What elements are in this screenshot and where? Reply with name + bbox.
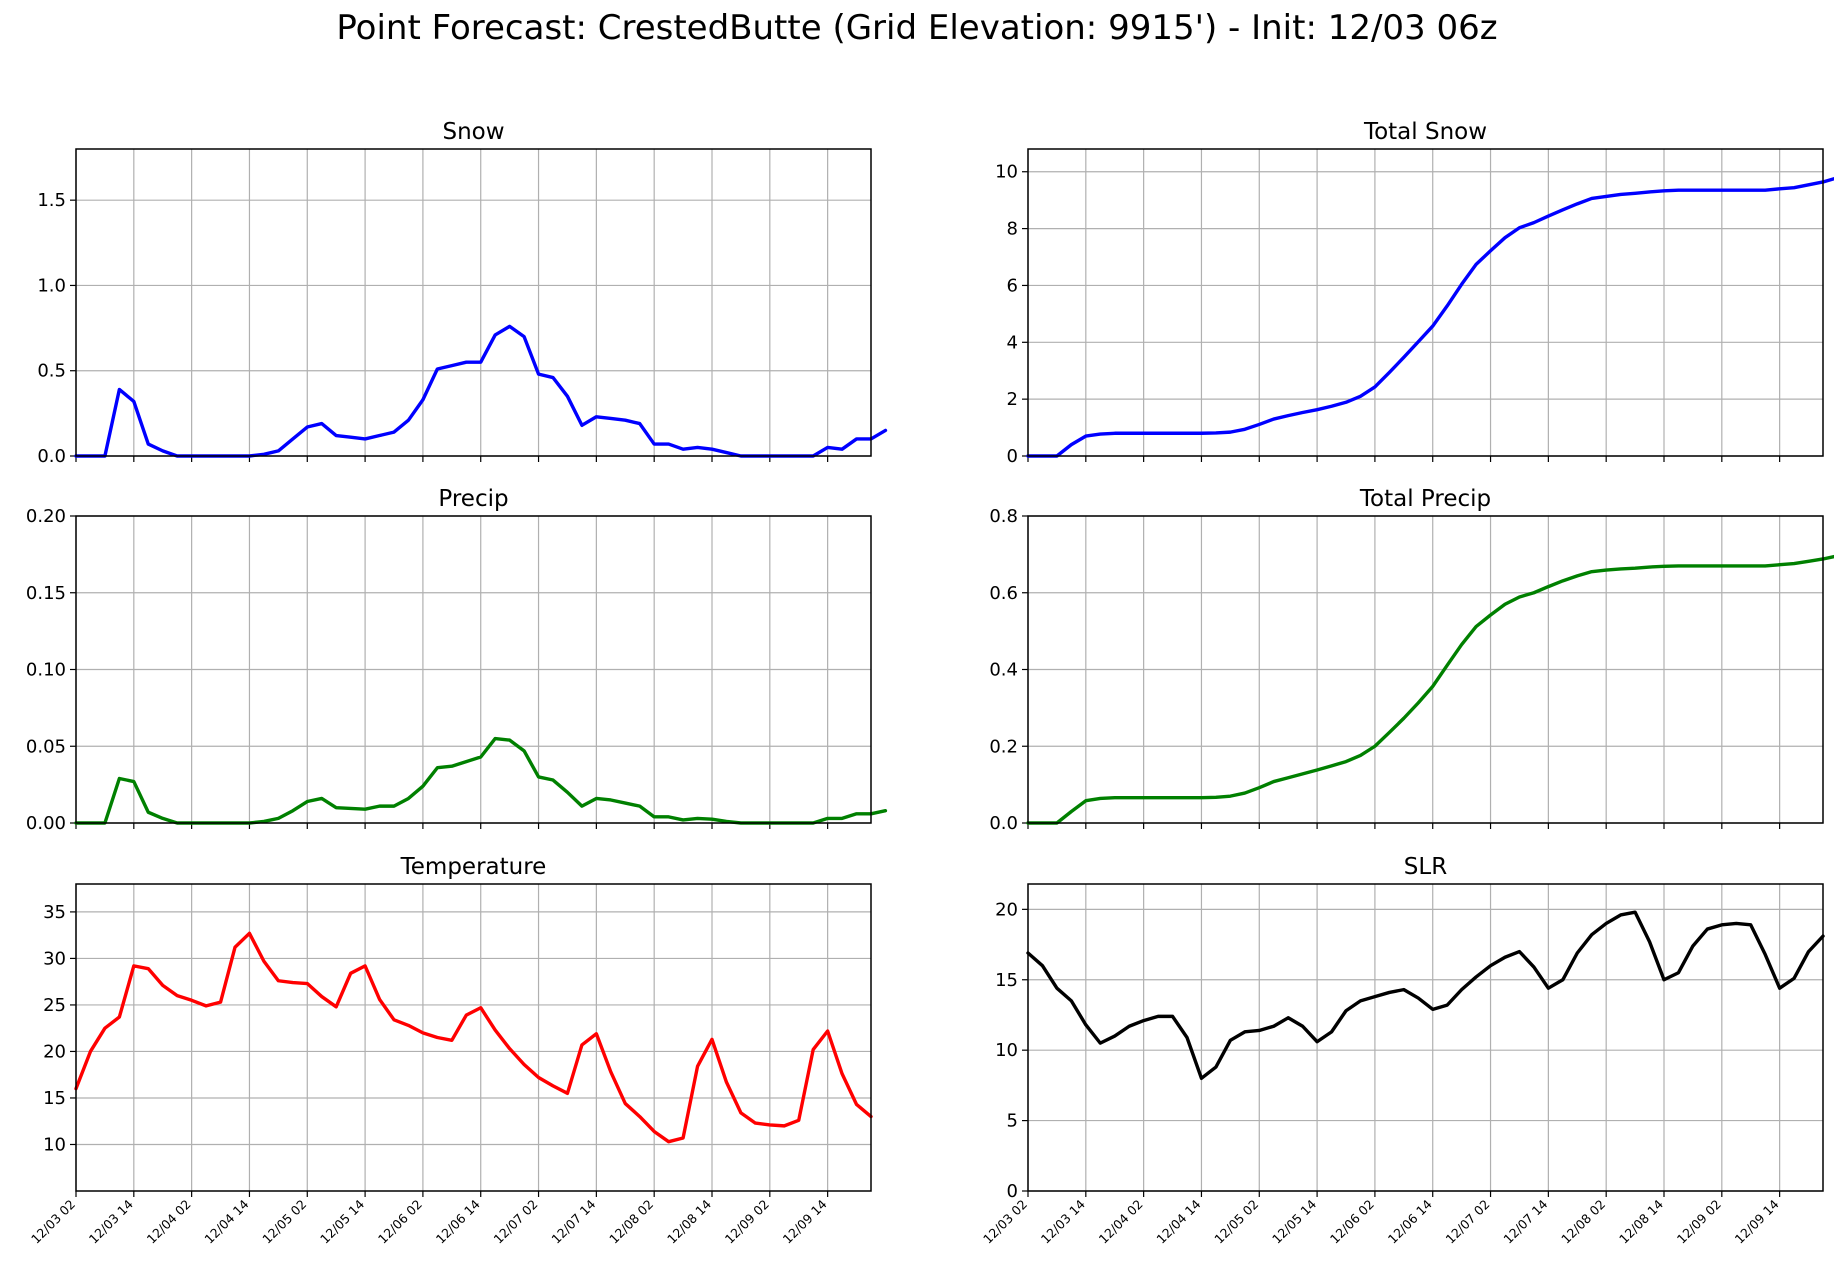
y-tick-label: 0.4	[989, 660, 1018, 681]
y-tick-label: 15	[43, 1088, 66, 1109]
x-tick-label: 12/08 14	[664, 1196, 714, 1246]
x-tick-label: 12/04 14	[1153, 1196, 1203, 1246]
x-tick-label: 12/07 14	[548, 1196, 598, 1246]
x-tick-label: 12/05 02	[259, 1197, 309, 1247]
panel-snow: Snow 0.0 0.5 1.0 1.5	[37, 119, 888, 467]
y-tick-label: 10	[995, 1040, 1018, 1061]
x-tick-label: 12/07 02	[1443, 1197, 1493, 1247]
y-tick-label: 10	[43, 1134, 66, 1155]
figure-title: Point Forecast: CrestedButte (Grid Eleva…	[336, 8, 1498, 48]
y-tick-label: 0.5	[37, 361, 66, 382]
y-tick-label: 35	[43, 902, 66, 923]
x-tick-label: 12/03 14	[86, 1196, 136, 1246]
series-line	[74, 931, 873, 1144]
x-tick-label: 12/05 14	[1269, 1196, 1319, 1246]
y-tick-label: 0.0	[989, 813, 1018, 834]
y-tick-label: 0	[1007, 446, 1018, 467]
y-tick-label: 10	[995, 162, 1018, 183]
y-tick-label: 30	[43, 948, 66, 969]
y-tick-label: 20	[995, 899, 1018, 920]
y-tick-label: 0.20	[26, 506, 66, 527]
series-line	[1026, 176, 1834, 458]
panel-title: Total Snow	[1363, 119, 1487, 145]
y-tick-label: 0.05	[26, 736, 66, 757]
x-tick-label: 12/06 14	[1385, 1196, 1435, 1246]
panel-title: Temperature	[400, 854, 547, 880]
series-line	[1026, 910, 1825, 1081]
y-tick-label: 20	[43, 1041, 66, 1062]
y-tick-label: 1.0	[37, 275, 66, 296]
x-tick-label: 12/03 02	[980, 1197, 1030, 1247]
x-tick-label: 12/03 02	[28, 1197, 78, 1247]
series-line	[1026, 554, 1834, 825]
x-tick-label: 12/08 02	[606, 1197, 656, 1247]
axes-frame	[75, 515, 872, 824]
y-tick-label: 4	[1007, 332, 1018, 353]
x-tick-label: 12/06 02	[1327, 1197, 1377, 1247]
x-tick-label: 12/05 14	[317, 1196, 367, 1246]
x-tick-label: 12/03 14	[1038, 1196, 1088, 1246]
x-tick-label: 12/09 02	[1674, 1197, 1724, 1247]
y-tick-label: 0.15	[26, 583, 66, 604]
panel-total-snow: Total Snow 0 2 4 6 8 10	[995, 119, 1834, 467]
axes-frame	[75, 148, 872, 457]
x-tick-label: 12/04 02	[144, 1197, 194, 1247]
x-tick-label: 12/09 14	[1732, 1196, 1782, 1246]
y-tick-label: 1.5	[37, 190, 66, 211]
x-tick-label: 12/06 14	[433, 1196, 483, 1246]
panel-title: Snow	[442, 119, 504, 145]
y-tick-label: 0	[1007, 1181, 1018, 1202]
x-tick-label: 12/07 14	[1500, 1196, 1550, 1246]
y-tick-label: 0.00	[26, 813, 66, 834]
y-tick-label: 25	[43, 995, 66, 1016]
panel-slr: SLR 0 5 10 15 20 12/03 02 12/03 14 12/04 02 12/04…	[980, 854, 1825, 1247]
y-tick-label: 0.8	[989, 506, 1018, 527]
y-tick-label: 0.2	[989, 736, 1018, 757]
panel-precip: Precip 0.00 0.05 0.10 0.15 0.20	[26, 486, 888, 834]
y-tick-label: 5	[1007, 1111, 1018, 1132]
y-tick-label: 6	[1007, 275, 1018, 296]
y-tick-label: 0.0	[37, 446, 66, 467]
x-tick-label: 12/08 14	[1616, 1196, 1666, 1246]
x-tick-label: 12/09 02	[722, 1197, 772, 1247]
y-tick-label: 8	[1007, 219, 1018, 240]
panel-title: SLR	[1404, 854, 1447, 880]
y-tick-label: 15	[995, 970, 1018, 991]
y-tick-label: 0.10	[26, 660, 66, 681]
axes-frame	[75, 883, 872, 1192]
x-tick-label: 12/05 02	[1211, 1197, 1261, 1247]
x-tick-label: 12/04 02	[1096, 1197, 1146, 1247]
panel-title: Total Precip	[1359, 486, 1491, 512]
y-tick-label: 2	[1007, 389, 1018, 410]
y-tick-label: 0.6	[989, 583, 1018, 604]
x-tick-label: 12/04 14	[201, 1196, 251, 1246]
panel-title: Precip	[438, 486, 508, 512]
x-tick-label: 12/07 02	[491, 1197, 541, 1247]
axes-frame	[1027, 883, 1824, 1192]
x-tick-label: 12/06 02	[375, 1197, 425, 1247]
axes-frame	[1027, 148, 1824, 457]
x-tick-label: 12/08 02	[1558, 1197, 1608, 1247]
axes-frame	[1027, 515, 1824, 824]
x-tick-label: 12/09 14	[780, 1196, 830, 1246]
panel-total-precip: Total Precip 0.0 0.2 0.4 0.6 0.8	[989, 486, 1834, 834]
